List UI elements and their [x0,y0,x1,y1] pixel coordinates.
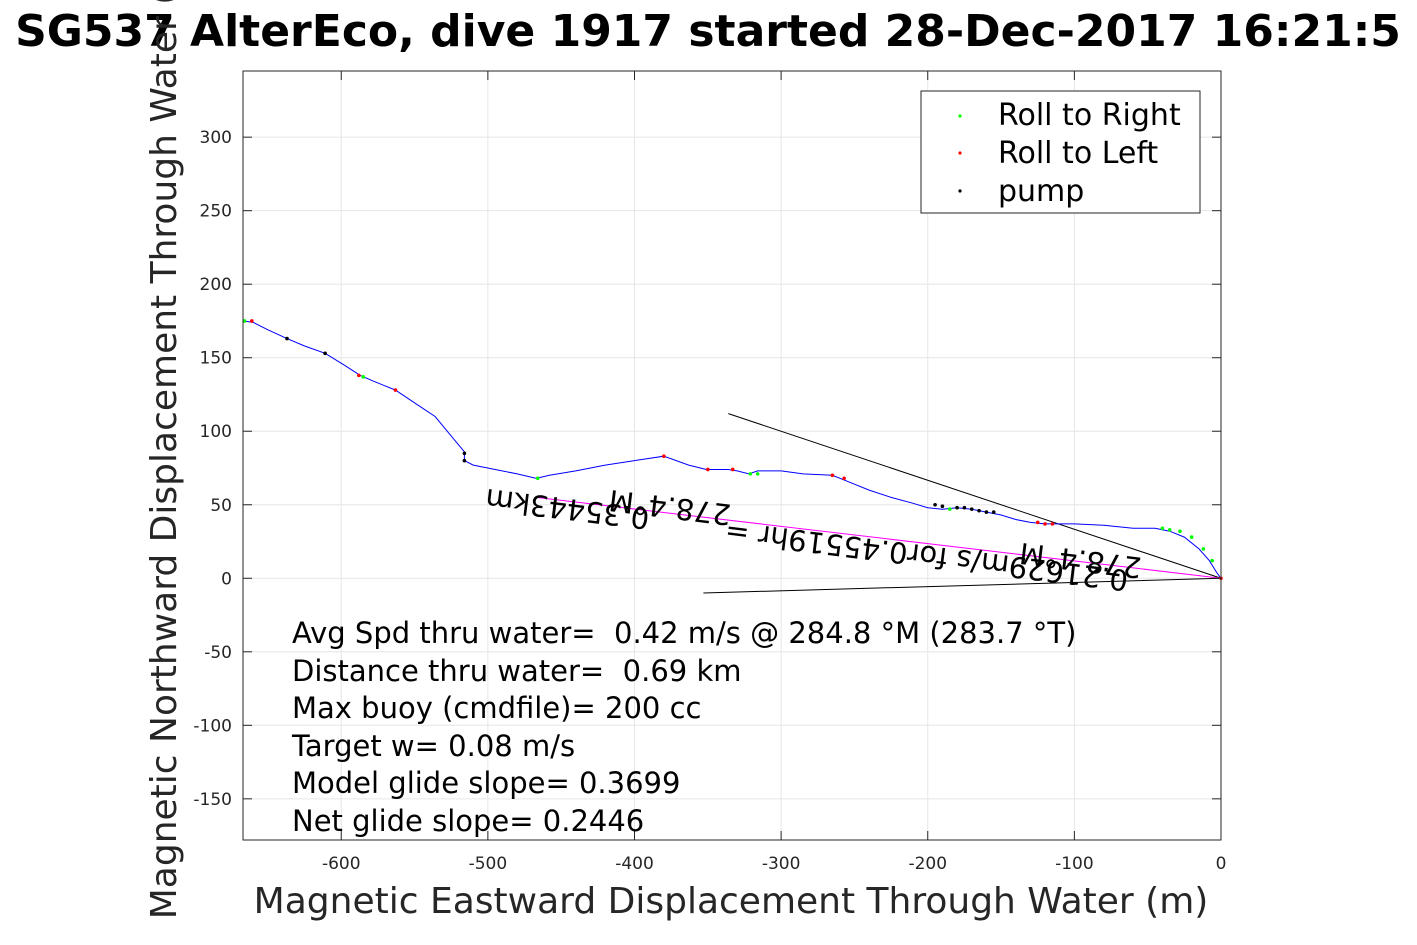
heading-line [728,413,1222,579]
stat-target-w: Target w= 0.08 m/s [291,729,575,763]
roll-right-point [1201,547,1206,551]
ticks: -600 -500 -400 -300 -200 -100 0300250200150100… [193,71,1226,874]
roll-left-point [662,454,666,459]
pump-point [977,508,981,513]
stat-net-glide: Net glide slope= 0.2446 [292,804,644,838]
stats-annotations: Avg Spd thru water= 0.42 m/s @ 284.8 °M … [291,616,1076,838]
roll-right-point [1210,558,1215,563]
legend-marker-roll-right [958,114,962,118]
pump-point [462,458,467,463]
roll-right-point [1178,529,1182,534]
y-tick-label: -100 [193,716,232,736]
pump-point [933,502,937,507]
pump-point [323,351,327,356]
pump-point [940,504,945,509]
roll-right-point [1167,527,1172,532]
x-tick-label: 0 [1216,854,1227,874]
legend-marker-pump [958,189,962,193]
x-axis-label: Magnetic Eastward Displacement Through W… [254,881,1209,922]
axes-box [242,70,1222,841]
roll-right-point [1160,526,1165,531]
legend-box [920,90,1201,214]
pump-point [462,451,467,456]
legend-label-roll-left: Roll to Left [998,136,1158,171]
roll-right-point [755,472,760,476]
x-tick-label: -100 [1055,854,1094,874]
pump-point [285,336,289,341]
legend-marker-roll-left [958,151,962,155]
roll-right-point [535,476,540,481]
x-tick-label: -200 [908,854,947,874]
pump-point [984,510,989,514]
roll-left-point [1035,520,1040,525]
roll-left-point [357,373,361,378]
roll-right-point [1189,535,1194,539]
pump-point [962,505,967,510]
legend-label-pump: pump [998,174,1084,209]
y-tick-label: -150 [193,790,232,810]
y-tick-label: 150 [200,349,232,369]
roll-right-point [748,472,753,476]
roll-left-point [1043,522,1047,526]
roll-right-point [947,507,952,511]
y-tick-label: 50 [210,496,232,516]
roll-left-point [830,473,835,478]
pump-point [955,505,959,510]
stat-avg-speed: Avg Spd thru water= 0.42 m/s @ 284.8 °M … [292,616,1076,650]
heading-line [703,577,1222,594]
stat-distance: Distance thru water= 0.69 km [292,654,742,688]
track [242,320,1222,579]
pump-point [969,507,974,511]
roll-left-point [249,319,254,323]
x-tick-label: -400 [615,854,654,874]
roll-right-point [242,319,247,323]
roll-left-point [842,476,846,481]
x-tick-label: -600 [322,854,361,874]
legend: Roll to Right Roll to Left pump [920,90,1201,214]
stat-max-buoy: Max buoy (cmdfile)= 200 cc [292,691,701,725]
track-line [242,320,1222,579]
y-axis-label: Magnetic Northward Displacement Through … [144,0,185,919]
pump-point [991,510,996,514]
roll-left-point [730,467,735,472]
average-heading-line [536,496,1222,579]
roll-left-point [706,467,710,472]
x-tick-label: -300 [762,854,801,874]
y-tick-label: 100 [200,422,232,442]
chart-title: SG537 AlterEco, dive 1917 started 28-Dec… [15,6,1401,57]
roll-pump-points [242,319,1223,581]
roll-left-point [393,388,398,392]
y-tick-label: 250 [200,202,232,222]
legend-label-roll-right: Roll to Right [998,98,1181,133]
y-tick-label: 0 [221,569,232,589]
x-tick-label: -500 [469,854,508,874]
roll-left-point [1050,522,1055,526]
y-tick-label: -50 [204,643,232,663]
roll-right-point [361,375,366,379]
reference-lines [536,413,1222,594]
y-tick-label: 300 [200,128,232,148]
stat-model-glide: Model glide slope= 0.3699 [292,766,680,800]
y-tick-label: 200 [200,275,232,295]
